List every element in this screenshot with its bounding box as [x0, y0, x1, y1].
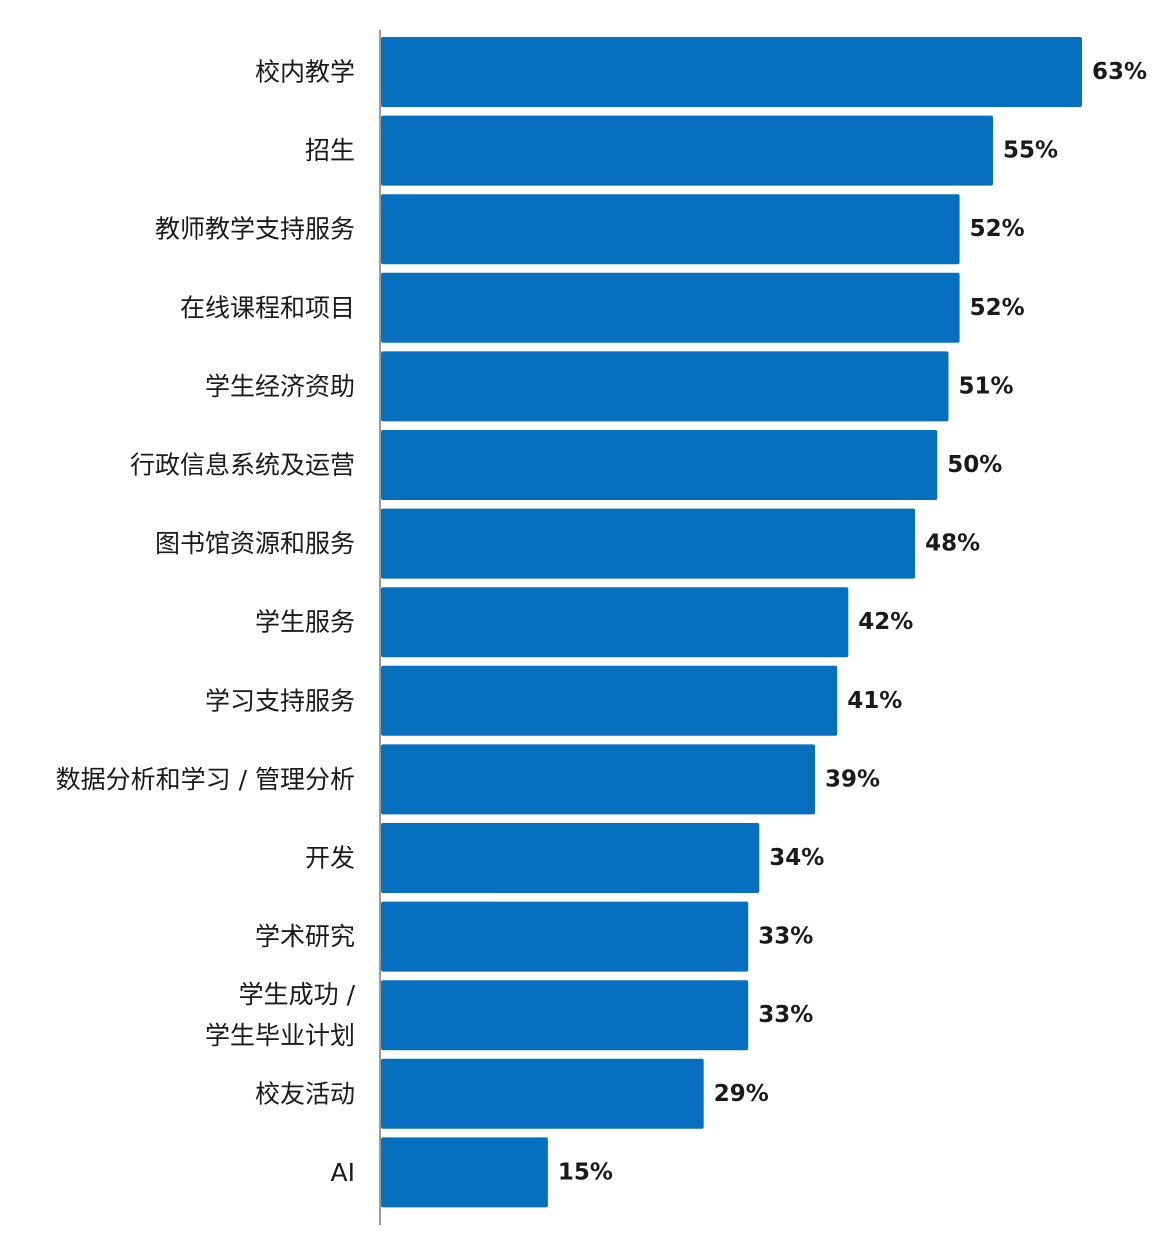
value-label: 52% [970, 216, 1025, 242]
bar [381, 980, 749, 1051]
value-label: 33% [758, 1002, 813, 1028]
value-label: 33% [758, 924, 813, 950]
value-label: 15% [558, 1159, 613, 1185]
category-label: 校友活动 [255, 1079, 355, 1108]
value-labels-layer: 63% 55% 52% 52% 51% 50% 48% 42% 41% 39% 34% 33% 33% 2… [558, 59, 1147, 1185]
bar [381, 508, 916, 579]
bar [381, 744, 815, 815]
category-label: 学习支持服务 [205, 686, 355, 715]
bar [381, 272, 960, 343]
category-label: 教师教学支持服务 [155, 215, 355, 244]
value-label: 51% [959, 373, 1014, 399]
bar [381, 665, 838, 736]
bar [381, 37, 1082, 107]
category-label: 行政信息系统及运营 [130, 451, 355, 480]
value-label: 55% [1003, 138, 1058, 164]
category-label: AI [331, 1158, 355, 1187]
value-label: 63% [1092, 59, 1147, 85]
value-label: 42% [858, 609, 913, 635]
bar [381, 1137, 548, 1208]
category-label: 学生经济资助 [205, 372, 355, 401]
category-label: 学生服务 [255, 608, 355, 637]
bar [381, 194, 960, 265]
value-label: 48% [925, 531, 980, 557]
category-label: 学术研究 [255, 922, 355, 951]
category-label: 在线课程和项目 [180, 293, 355, 322]
bars-layer [381, 37, 1082, 1208]
category-labels-layer: 校内教学招生教师教学支持服务在线课程和项目学生经济资助行政信息系统及运营图书馆资… [56, 58, 356, 1187]
bar [381, 115, 993, 186]
category-label: 校内教学 [255, 58, 355, 87]
value-label: 29% [714, 1081, 769, 1107]
value-label: 34% [769, 845, 824, 871]
value-label: 52% [970, 295, 1025, 321]
bar [381, 1058, 704, 1129]
value-label: 41% [847, 688, 902, 714]
category-label: 数据分析和学习 / 管理分析 [56, 765, 355, 794]
bar [381, 587, 849, 658]
value-label: 50% [947, 452, 1002, 478]
category-label: 学生成功 /学生毕业计划 [205, 980, 356, 1050]
bar [381, 823, 760, 893]
bar [381, 901, 749, 972]
category-label: 招生 [305, 136, 355, 165]
category-label: 图书馆资源和服务 [155, 529, 355, 558]
category-label: 开发 [305, 844, 355, 873]
bar [381, 430, 938, 500]
bar [381, 351, 949, 422]
value-label: 39% [825, 766, 880, 792]
